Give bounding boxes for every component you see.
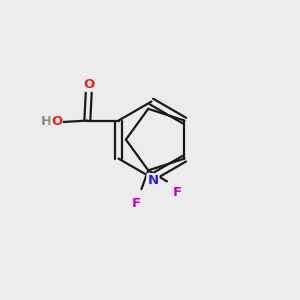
Text: F: F (132, 196, 141, 210)
Text: N: N (147, 174, 158, 187)
Text: H: H (41, 115, 52, 128)
Text: O: O (83, 78, 94, 91)
Text: O: O (51, 115, 62, 128)
Text: F: F (172, 186, 182, 199)
